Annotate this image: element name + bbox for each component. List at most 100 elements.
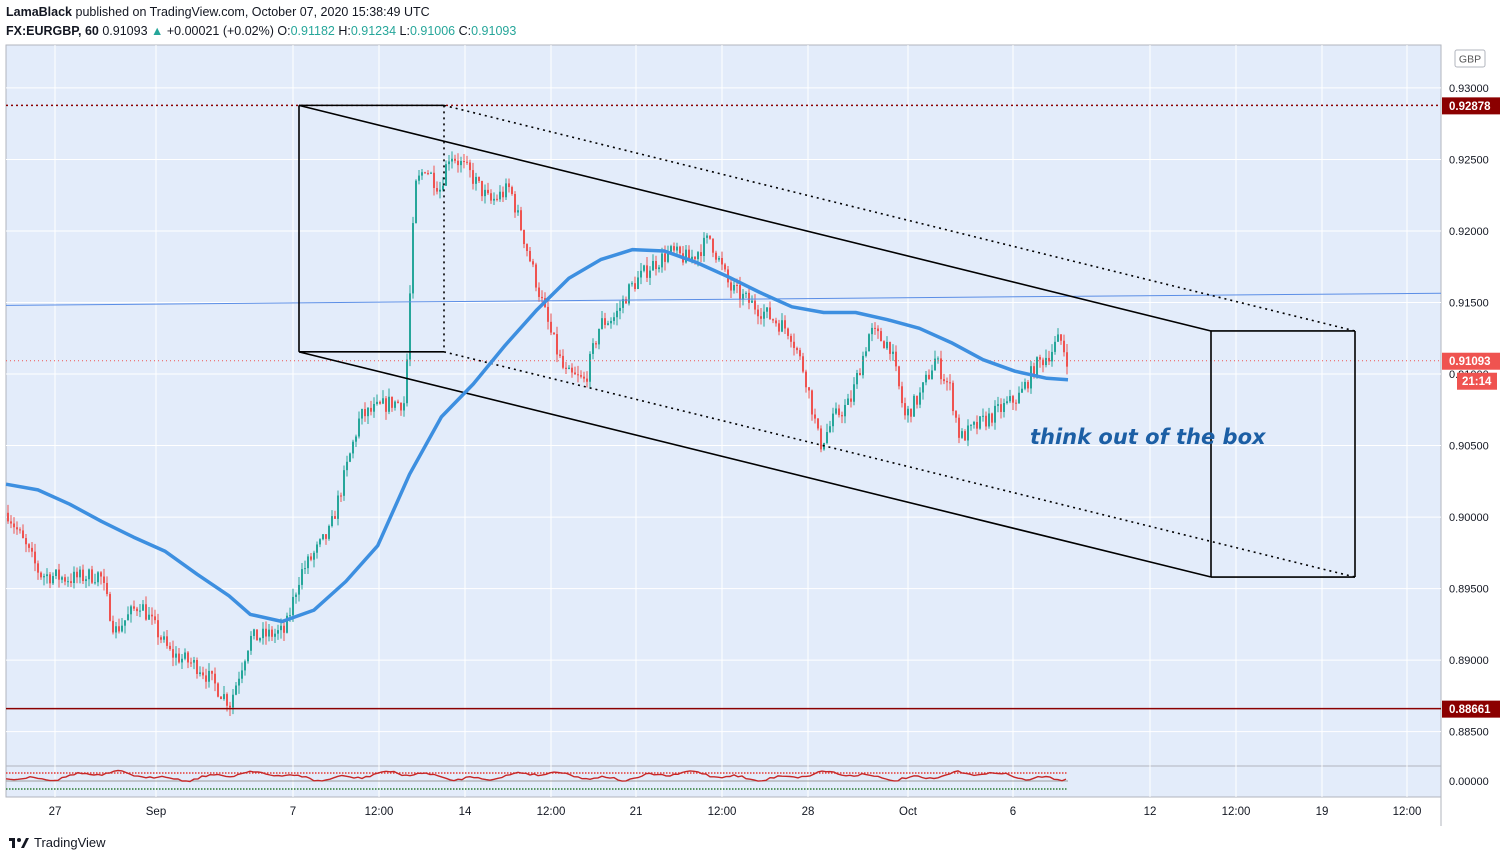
brand-name: TradingView (34, 834, 106, 850)
candle-body (121, 625, 123, 632)
candle-body (292, 596, 294, 616)
candle-body (391, 396, 393, 408)
candle-body (40, 572, 42, 578)
channel-lower-line[interactable] (298, 351, 1212, 578)
price-axis[interactable]: 0.930000.925000.920000.915000.910000.905… (1449, 83, 1489, 788)
candle-body (835, 408, 837, 414)
horizontal-ray[interactable] (5, 292, 1442, 306)
candle-body (190, 662, 192, 664)
candle-body (796, 347, 798, 351)
channel-drawings[interactable] (5, 104, 1442, 710)
candle-body (97, 572, 99, 583)
publish-line: LamaBlack published on TradingView.com, … (6, 3, 516, 22)
candle-body (658, 267, 660, 270)
candle-body (262, 628, 264, 639)
candle-body (100, 572, 102, 577)
candle-body (451, 158, 453, 162)
candle-body (301, 569, 303, 585)
candle-body (394, 401, 396, 408)
candle-body (931, 370, 933, 380)
candle-body (646, 265, 648, 278)
currency-label: GBP (1459, 54, 1481, 66)
candle-body (1009, 396, 1011, 402)
y-tick-label: 0.89500 (1449, 584, 1489, 596)
candle-body (1036, 357, 1038, 377)
candle-body (604, 318, 606, 325)
candle-body (943, 379, 945, 382)
candle-body (787, 328, 789, 336)
candle-body (1060, 334, 1062, 341)
candle-body (469, 162, 471, 171)
candle-body (1024, 381, 1026, 389)
candle-body (421, 172, 423, 176)
candle-body (853, 384, 855, 402)
channel-lower-dotted[interactable] (443, 351, 1356, 578)
candle-body (460, 161, 462, 166)
candle-body (1027, 381, 1029, 389)
candle-body (229, 705, 231, 708)
candle-body (388, 396, 390, 412)
candle-body (565, 367, 567, 370)
candle-body (715, 252, 717, 260)
candle-body (877, 328, 879, 332)
close-value: 0.91093 (471, 24, 517, 38)
channel-upper-dotted[interactable] (443, 104, 1356, 332)
candle-body (418, 175, 420, 181)
candle-body (442, 185, 444, 190)
footer-brand[interactable]: TradingView (8, 834, 106, 850)
candle-body (898, 366, 900, 387)
price-change: +0.00021 (+0.02%) (166, 24, 274, 38)
candle-body (595, 343, 597, 345)
candle-body (1015, 402, 1017, 404)
candle-body (814, 414, 816, 419)
grid-lines (6, 45, 1441, 797)
candle-body (562, 355, 564, 368)
candle-body (436, 188, 438, 192)
y-tick-label: 0.91500 (1449, 298, 1489, 310)
annotation-text[interactable]: think out of the box (1030, 425, 1267, 449)
candle-body (286, 615, 288, 633)
candle-body (871, 327, 873, 335)
candle-body (238, 678, 240, 686)
channel-upper-line[interactable] (298, 104, 1212, 332)
candle-body (553, 332, 555, 335)
candle-body (214, 673, 216, 684)
candle-body (514, 193, 516, 213)
candle-body (748, 292, 750, 303)
high-label: H: (338, 24, 351, 38)
candle-body (295, 594, 297, 597)
candle-body (793, 341, 795, 348)
low-value: 0.91006 (409, 24, 456, 38)
candle-body (925, 374, 927, 383)
candle-body (607, 323, 609, 325)
time-axis[interactable]: 27 Sep 7 12:00 14 12:00 21 12:00 28 Oct 6 12 12:00 19… (49, 806, 1422, 818)
candle-body (862, 355, 864, 376)
chart-plot-area[interactable] (5, 44, 1442, 798)
candle-body (481, 180, 483, 197)
candle-body (613, 317, 615, 321)
candle-body (364, 409, 366, 417)
candle-body (259, 638, 261, 641)
author-name[interactable]: LamaBlack (6, 5, 73, 19)
candle-body (466, 161, 468, 163)
candle-body (424, 172, 426, 174)
x-tick-label: 12 (1144, 806, 1157, 818)
candle-body (352, 441, 354, 454)
candle-body (19, 529, 21, 531)
candle-body (685, 249, 687, 263)
candle-body (397, 401, 399, 403)
y-tick-label: 0.88500 (1449, 727, 1489, 739)
candle-body (976, 421, 978, 429)
candle-body (106, 582, 108, 595)
candle-body (220, 696, 222, 700)
candle-body (1066, 352, 1068, 367)
currency-badge[interactable] (1454, 49, 1486, 68)
candle-body (661, 253, 663, 268)
candle-body (850, 398, 852, 402)
candle-body (133, 606, 135, 609)
candle-body (784, 320, 786, 329)
candle-body (46, 574, 48, 577)
candle-body (754, 300, 756, 310)
x-tick-label: 12:00 (365, 806, 394, 818)
